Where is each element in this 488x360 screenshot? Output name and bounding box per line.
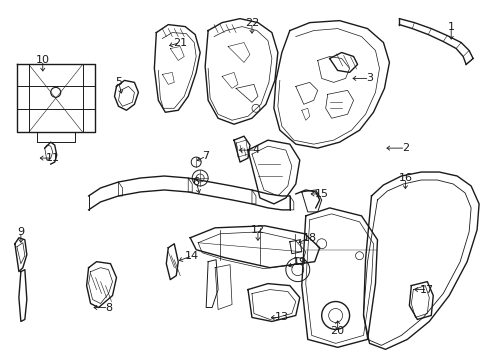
Text: 20: 20	[330, 327, 344, 336]
Text: 8: 8	[105, 302, 112, 312]
Text: 10: 10	[36, 55, 50, 66]
Text: 9: 9	[17, 227, 24, 237]
Text: 5: 5	[115, 77, 122, 87]
Text: 2: 2	[401, 143, 408, 153]
Text: 11: 11	[46, 153, 60, 163]
Text: 22: 22	[244, 18, 259, 28]
Text: 13: 13	[274, 312, 288, 323]
Text: 17: 17	[419, 284, 433, 294]
Text: 16: 16	[398, 173, 411, 183]
Text: 19: 19	[292, 257, 306, 267]
Text: 6: 6	[192, 177, 199, 187]
Text: 14: 14	[185, 251, 199, 261]
Text: 4: 4	[252, 145, 259, 155]
Text: 21: 21	[173, 37, 187, 48]
Text: 1: 1	[447, 22, 454, 32]
Text: 3: 3	[365, 73, 372, 84]
Text: 18: 18	[302, 233, 316, 243]
Text: 7: 7	[202, 151, 209, 161]
Text: 12: 12	[250, 225, 264, 235]
Text: 15: 15	[314, 189, 328, 199]
